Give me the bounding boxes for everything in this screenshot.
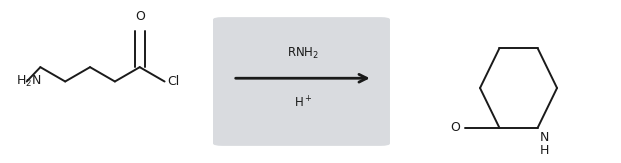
Text: H: H <box>539 144 549 157</box>
Text: O: O <box>135 10 145 23</box>
Text: H$_2$N: H$_2$N <box>16 74 41 89</box>
Text: Cl: Cl <box>168 75 180 88</box>
Text: RNH$_2$: RNH$_2$ <box>287 46 319 61</box>
Text: H$^+$: H$^+$ <box>294 95 312 110</box>
Text: N: N <box>539 131 549 144</box>
FancyBboxPatch shape <box>213 17 390 146</box>
Text: O: O <box>450 121 460 134</box>
